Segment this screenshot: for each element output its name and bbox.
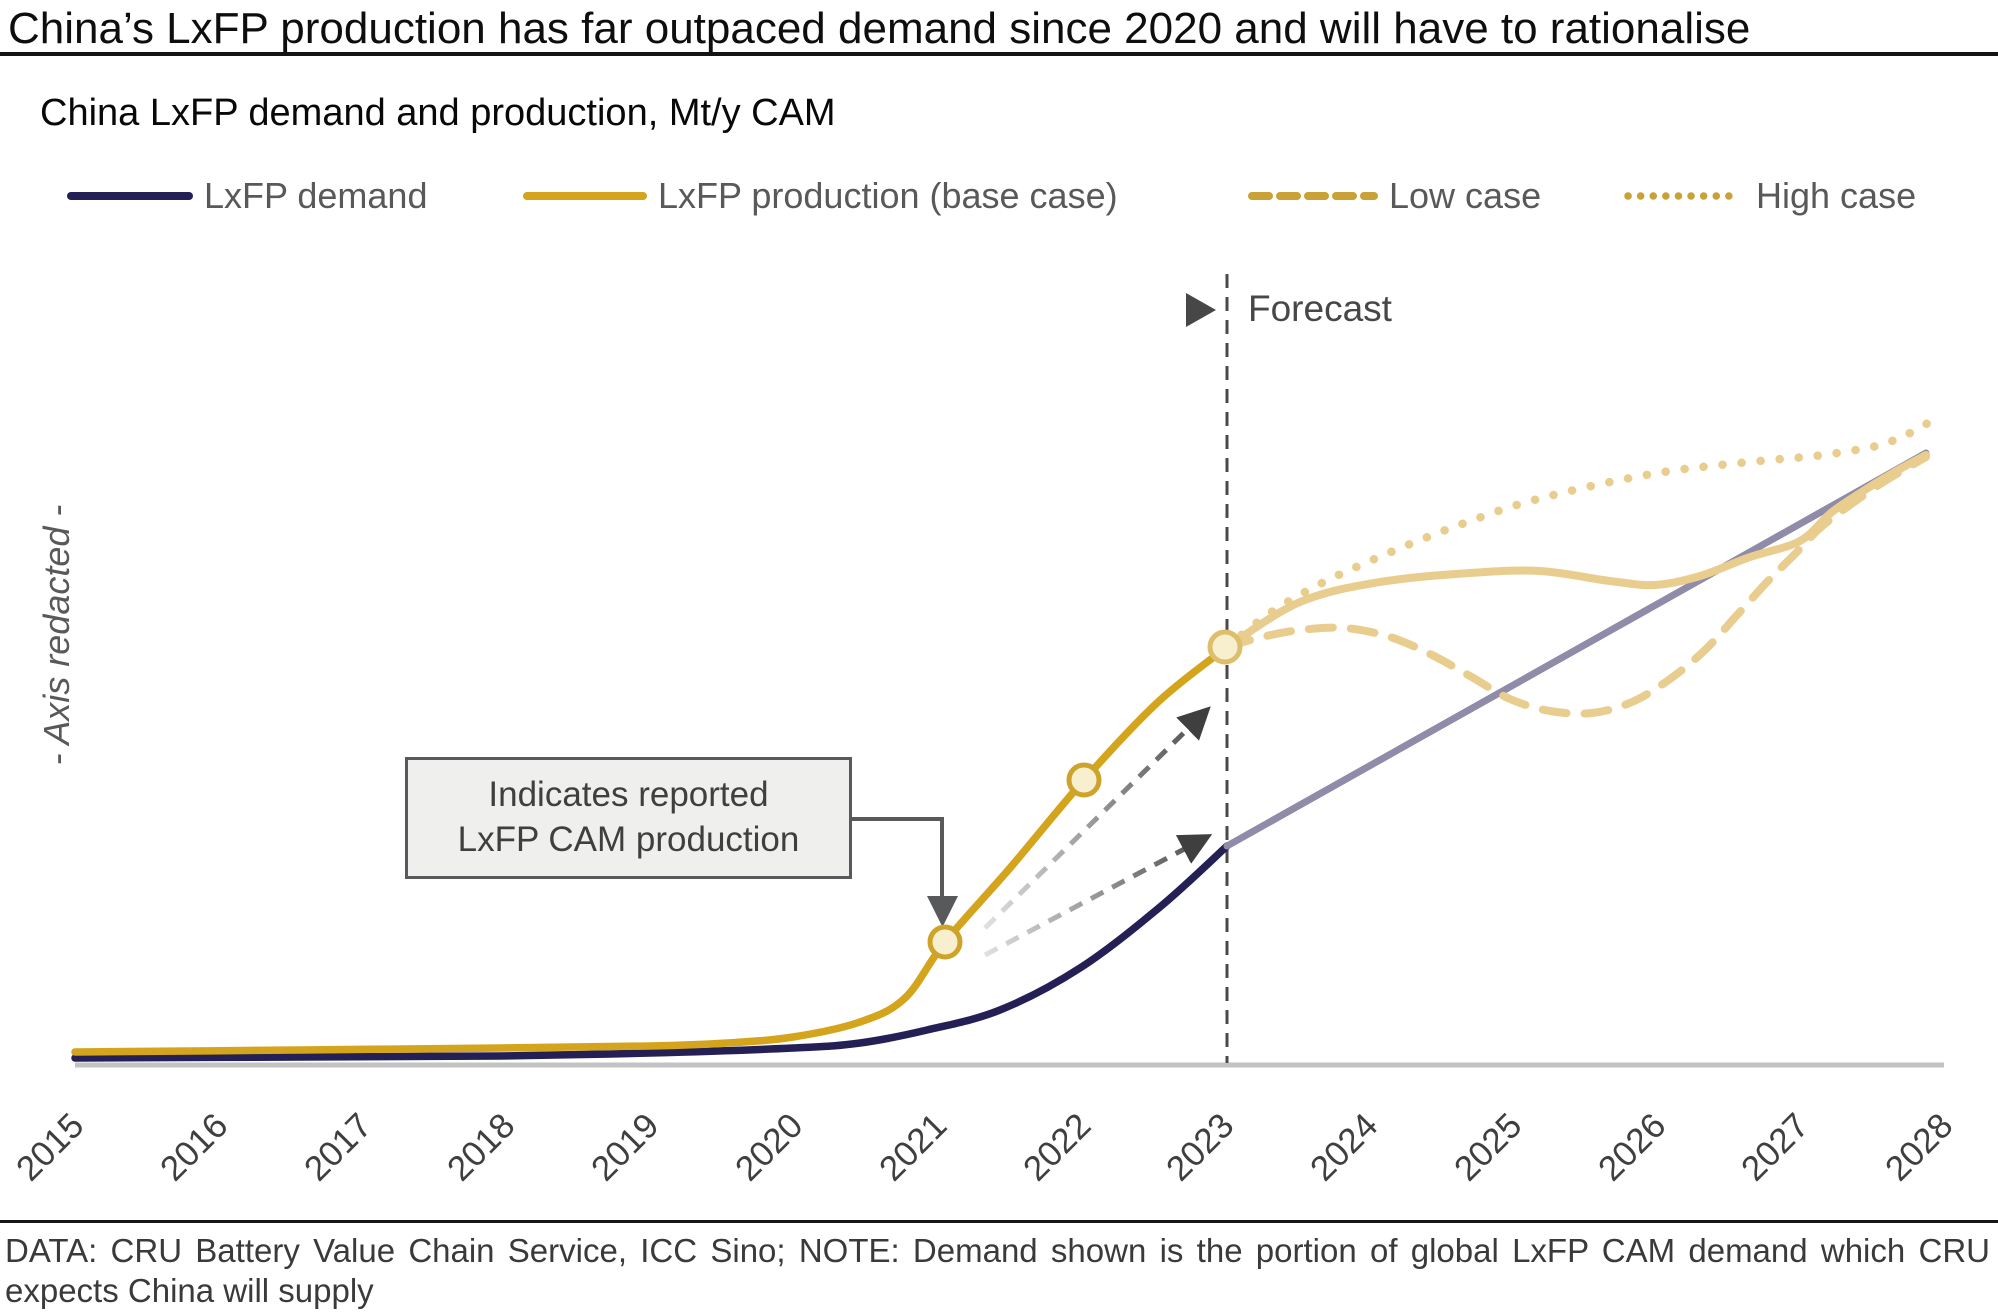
series-low-case (1223, 453, 1930, 718)
series-lxfp-production-base-case-forecast- (1223, 451, 1930, 651)
reported-production-marker (1207, 629, 1243, 665)
legend-swatch-solid-navy-icon (67, 192, 193, 200)
reported-production-markers (927, 629, 1243, 960)
legend-item-production-base: LxFP production (base case) (523, 174, 1118, 218)
legend-item-demand: LxFP demand (67, 174, 427, 218)
legend-swatch-dashed-gold-icon (1248, 192, 1378, 200)
series-high-case (1222, 418, 1933, 652)
page-title: China’s LxFP production has far outpaced… (8, 4, 1751, 53)
chart-subtitle: China LxFP demand and production, Mt/y C… (40, 92, 836, 134)
annotation-connector-arrowhead-icon (927, 896, 958, 927)
y-axis-label: - Axis redacted - (36, 504, 77, 766)
forecast-label: Forecast (1248, 288, 1392, 329)
legend-swatch-dotted-gold-icon (1624, 192, 1745, 200)
annotation-box: Indicates reported LxFP CAM production (405, 757, 852, 879)
fan-arrows (983, 706, 1213, 958)
fan-arrow-upper (983, 706, 1211, 930)
reported-production-marker (927, 924, 963, 960)
fan-arrow-lower (983, 834, 1213, 958)
annotation-connector-line (852, 817, 944, 898)
legend-label-low-case: Low case (1389, 175, 1542, 216)
source-note: DATA: CRU Battery Value Chain Service, I… (5, 1232, 1990, 1310)
legend-label-production-base: LxFP production (base case) (658, 175, 1118, 216)
legend-item-low-case: Low case (1248, 174, 1541, 218)
footer-divider (0, 1220, 1998, 1223)
legend-label-demand: LxFP demand (204, 175, 428, 216)
title-underline (0, 52, 1998, 56)
series-lxfp-demand-forecast- (1223, 449, 1930, 850)
forecast-arrow-icon (1186, 293, 1216, 327)
reported-production-marker (1066, 762, 1102, 798)
series-lxfp-demand-historical- (71, 842, 1231, 1062)
chart-series (71, 418, 1933, 1062)
legend-item-high-case: High case (1623, 174, 1916, 218)
legend: LxFP demand LxFP production (base case) … (0, 174, 1998, 218)
legend-label-high-case: High case (1756, 175, 1917, 216)
legend-swatch-solid-gold-icon (523, 192, 647, 200)
